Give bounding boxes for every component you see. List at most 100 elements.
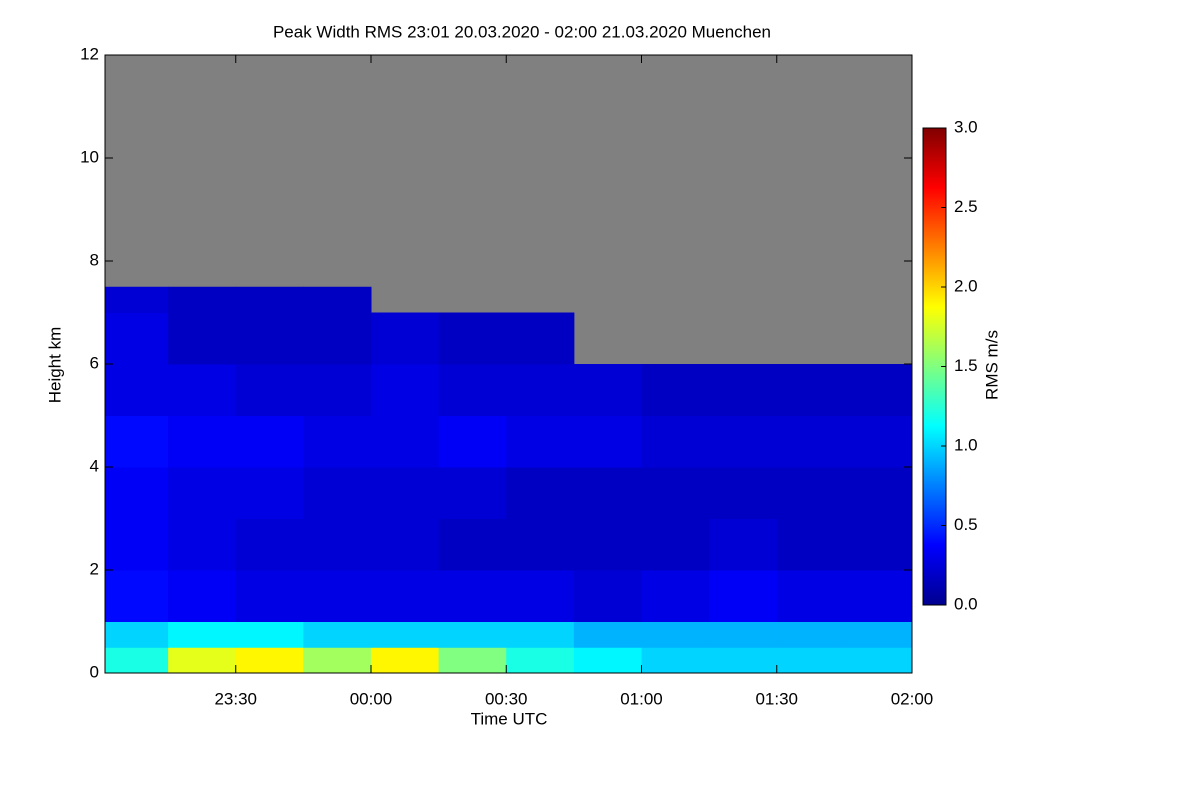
heatmap-cell xyxy=(105,286,169,313)
heatmap-cell xyxy=(776,570,845,622)
heatmap-cell xyxy=(235,364,304,416)
heatmap-cell xyxy=(573,647,642,674)
colorbar-tick-label: 2.5 xyxy=(954,197,978,216)
heatmap-cell xyxy=(303,312,372,365)
y-axis-label: Height km xyxy=(45,327,64,404)
heatmap-cell xyxy=(105,364,169,416)
y-tick-label: 0 xyxy=(90,662,99,681)
heatmap-cell xyxy=(844,621,913,648)
heatmap-cell xyxy=(438,647,507,674)
x-tick-label: 01:00 xyxy=(620,689,663,708)
heatmap-cell xyxy=(235,621,304,648)
x-axis-label: Time UTC xyxy=(471,709,548,728)
heatmap-cell xyxy=(303,286,372,313)
heatmap-cell xyxy=(105,621,169,648)
heatmap-cell xyxy=(168,570,237,622)
heatmap-cell xyxy=(168,286,237,313)
heatmap-cell xyxy=(105,647,169,674)
x-tick-label: 23:30 xyxy=(214,689,257,708)
heatmap-cell xyxy=(168,518,237,571)
colorbar-tick-label: 0.5 xyxy=(954,515,978,534)
heatmap-cell xyxy=(641,467,710,519)
heatmap-cell xyxy=(506,415,575,468)
heatmap-cell xyxy=(438,312,507,365)
heatmap-cell xyxy=(370,518,440,571)
heatmap-cell xyxy=(438,415,507,468)
heatmap-cell xyxy=(641,518,710,571)
heatmap-cell xyxy=(370,364,440,416)
heatmap-cell xyxy=(438,621,507,648)
heatmap-cell xyxy=(303,467,372,519)
heatmap-cell xyxy=(235,415,304,468)
colorbar-tick-label: 2.0 xyxy=(954,276,978,295)
y-tick-label: 12 xyxy=(80,44,99,63)
heatmap-cell xyxy=(641,621,710,648)
heatmap-cell xyxy=(303,621,372,648)
heatmap-cell xyxy=(105,518,169,571)
heatmap-cell xyxy=(641,647,710,674)
x-tick-label: 00:30 xyxy=(485,689,528,708)
x-tick-label: 00:00 xyxy=(350,689,393,708)
heatmap-cell xyxy=(370,467,440,519)
heatmap-cell xyxy=(303,570,372,622)
heatmap-cell xyxy=(105,570,169,622)
heatmap-cell xyxy=(438,467,507,519)
heatmap-cell xyxy=(641,415,710,468)
heatmap-cell xyxy=(506,570,575,622)
colorbar-tick-label: 0.0 xyxy=(954,594,978,613)
heatmap-cell xyxy=(235,312,304,365)
heatmap-cell xyxy=(844,570,913,622)
heatmap-cell xyxy=(235,570,304,622)
y-tick-label: 10 xyxy=(80,147,99,166)
heatmap-cell xyxy=(105,312,169,365)
heatmap-cell xyxy=(168,312,237,365)
heatmap-cell xyxy=(709,415,778,468)
heatmap-cell xyxy=(168,647,237,674)
heatmap-cell xyxy=(303,364,372,416)
heatmap-cell xyxy=(641,364,710,416)
colorbar-label: RMS m/s xyxy=(982,330,1001,400)
heatmap-cell xyxy=(506,621,575,648)
heatmap-cell xyxy=(844,467,913,519)
heatmap-cell xyxy=(709,647,778,674)
heatmap-cell xyxy=(709,467,778,519)
heatmap-cell xyxy=(573,364,642,416)
heatmap-cell xyxy=(776,467,845,519)
heatmap-cell xyxy=(438,518,507,571)
y-tick-label: 8 xyxy=(90,250,99,269)
heatmap-cell xyxy=(370,621,440,648)
heatmap-cell xyxy=(573,415,642,468)
heatmap-cell xyxy=(573,621,642,648)
heatmap-cell xyxy=(168,415,237,468)
y-tick-label: 4 xyxy=(90,456,99,475)
heatmap-cell xyxy=(168,364,237,416)
heatmap-cell xyxy=(709,364,778,416)
heatmap-cell xyxy=(303,518,372,571)
heatmap-cell xyxy=(573,518,642,571)
heatmap-cell xyxy=(573,570,642,622)
heatmap-cell xyxy=(776,621,845,648)
heatmap-cell xyxy=(709,518,778,571)
colorbar-tick-label: 1.0 xyxy=(954,435,978,454)
heatmap-cell xyxy=(506,647,575,674)
colorbar-tick-label: 1.5 xyxy=(954,356,978,375)
heatmap-cell xyxy=(303,415,372,468)
x-tick-label: 02:00 xyxy=(891,689,934,708)
heatmap-cell xyxy=(776,647,845,674)
heatmap-cell xyxy=(370,312,440,365)
heatmap-cell xyxy=(168,621,237,648)
heatmap-cell xyxy=(641,570,710,622)
colorbar-tick-label: 3.0 xyxy=(954,117,978,136)
heatmap-cell xyxy=(235,518,304,571)
heatmap-cell xyxy=(506,518,575,571)
heatmap-cell xyxy=(506,467,575,519)
heatmap-cell xyxy=(303,647,372,674)
heatmap-cell xyxy=(438,570,507,622)
heatmap-cell xyxy=(235,647,304,674)
y-tick-label: 2 xyxy=(90,559,99,578)
heatmap-cell xyxy=(235,286,304,313)
heatmap-cell xyxy=(776,518,845,571)
heatmap-cell xyxy=(844,647,913,674)
heatmap-cell xyxy=(506,312,575,365)
heatmap-cell xyxy=(506,364,575,416)
